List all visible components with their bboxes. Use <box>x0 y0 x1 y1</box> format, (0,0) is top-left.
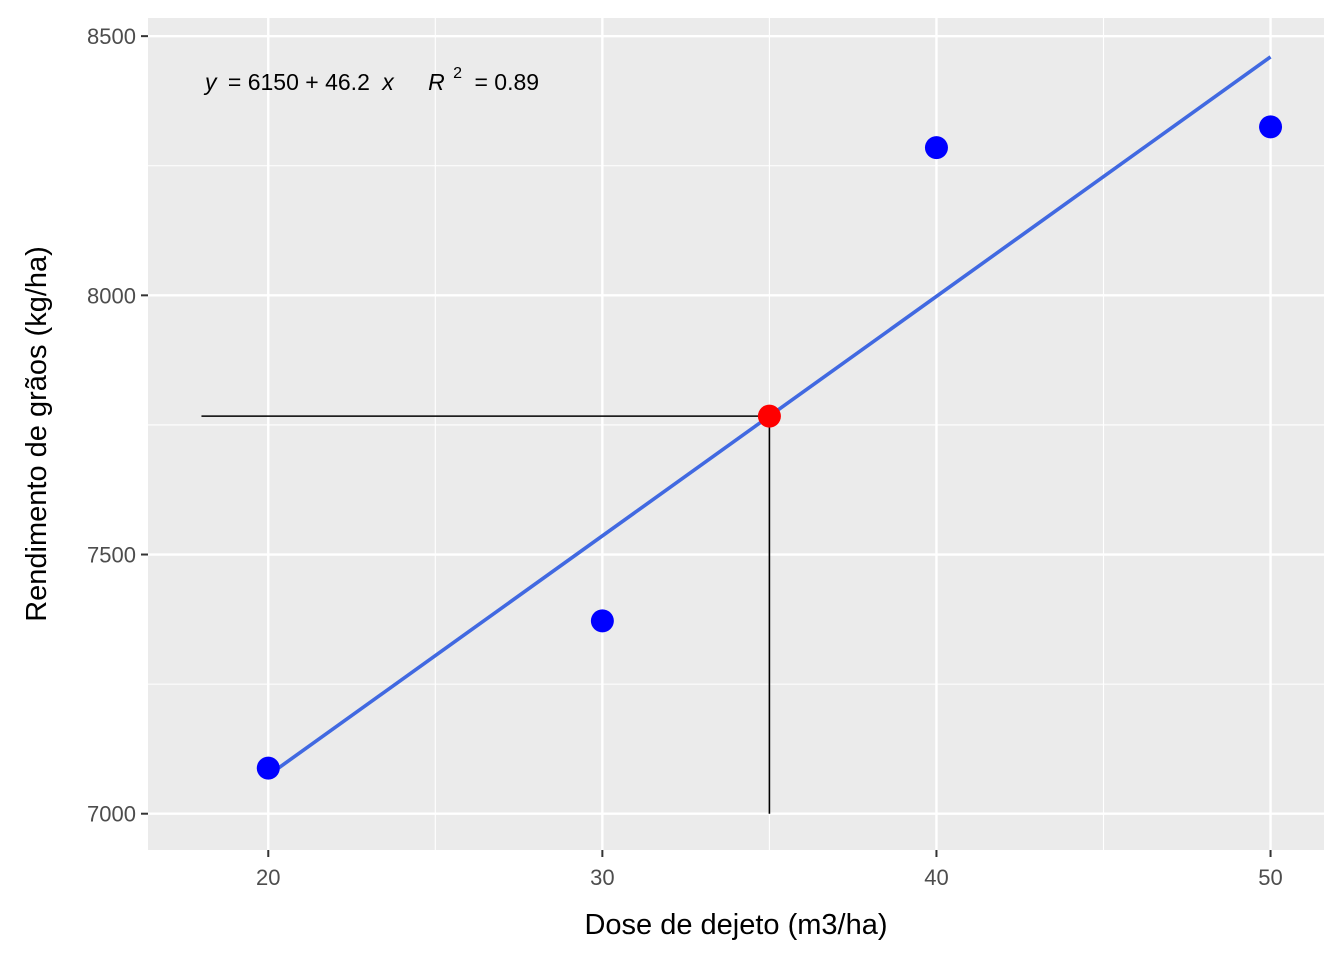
y-tick-label: 8000 <box>87 283 136 308</box>
eq-r2-var: R <box>428 69 445 95</box>
data-point <box>590 609 614 633</box>
highlight-point <box>757 404 781 428</box>
data-point <box>256 756 280 780</box>
x-tick-label: 50 <box>1258 865 1282 890</box>
y-tick-label: 8500 <box>87 24 136 49</box>
y-tick-label: 7500 <box>87 543 136 568</box>
y-tick-label: 7000 <box>87 802 136 827</box>
axes: 20 30 40 50 7000 7500 8000 8500 <box>87 24 1283 890</box>
data-point <box>924 136 948 160</box>
eq-rhs: = 6150 + 46.2 <box>228 69 370 95</box>
reference-lines <box>201 415 771 814</box>
regression-equation: y = 6150 + 46.2 x R 2 = 0.89 <box>203 57 539 95</box>
y-axis-title: Rendimento de grãos (kg/ha) <box>21 246 53 622</box>
panel-background <box>148 18 1324 850</box>
eq-r2-sup: 2 <box>453 65 462 82</box>
x-tick-label: 20 <box>256 865 280 890</box>
eq-r2-val: = 0.89 <box>474 69 539 95</box>
x-tick-label: 40 <box>924 865 948 890</box>
eq-y-var: y <box>203 69 218 95</box>
x-tick-label: 30 <box>590 865 614 890</box>
x-axis-title: Dose de dejeto (m3/ha) <box>584 909 887 941</box>
data-points <box>256 115 1283 780</box>
data-point <box>1259 115 1283 139</box>
eq-x-var: x <box>381 69 395 95</box>
